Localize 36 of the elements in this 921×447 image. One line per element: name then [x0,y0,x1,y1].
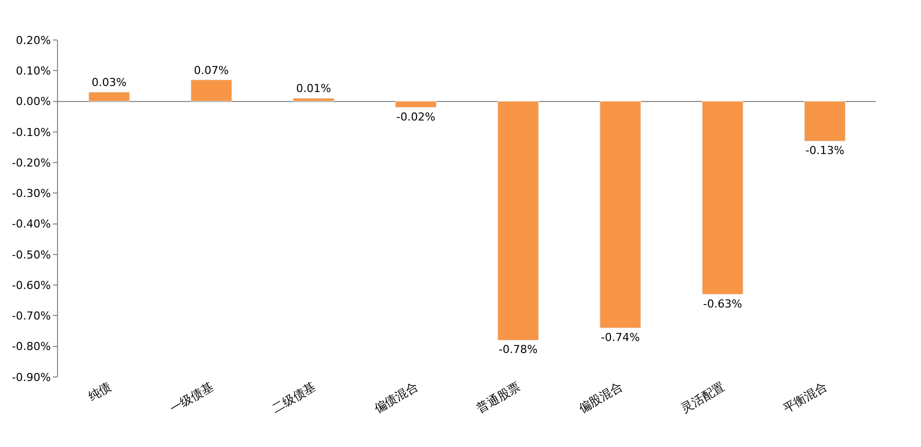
data-label: 0.03% [92,76,127,90]
bar [702,101,744,295]
bar [497,101,539,340]
y-tick-label: -0.70% [12,310,51,323]
data-label: -0.02% [396,110,436,124]
y-tick-label: -0.90% [12,370,51,384]
bar [395,101,437,108]
x-tick-label: 偏股混合 [576,380,625,416]
x-tick-label: 偏债混合 [372,380,420,416]
y-tick-label: -0.20% [12,156,51,170]
x-tick-label: 二级债基 [270,380,318,416]
bar [292,98,334,102]
bar [88,92,130,102]
data-label: -0.74% [600,330,640,344]
y-tick-label: -0.40% [12,218,51,231]
y-tick-label: 0.10% [16,64,51,78]
x-tick-label: 平衡混合 [780,380,830,416]
x-tick-label: 一级债基 [167,380,216,416]
data-label: -0.13% [805,144,844,158]
y-tick-label: -0.60% [12,278,51,292]
y-tick-label: -0.50% [12,248,51,262]
y-tick-label: 0.00% [16,95,51,108]
x-tick-label: 普通股票 [474,380,523,416]
y-tick-label: -0.10% [12,126,51,139]
data-label: 0.01% [296,82,332,96]
data-label: -0.63% [703,297,742,310]
y-tick-label: -0.30% [12,187,51,200]
x-tick-label: 灵活配置 [678,380,728,416]
bar [600,101,642,328]
y-tick-label: -0.80% [12,340,51,354]
data-label: 0.07% [194,64,229,77]
bar [804,101,846,142]
data-label: -0.78% [498,343,538,356]
bar [190,80,232,102]
x-tick-label: 纯债 [86,380,114,404]
y-tick-label: 0.20% [16,34,51,47]
